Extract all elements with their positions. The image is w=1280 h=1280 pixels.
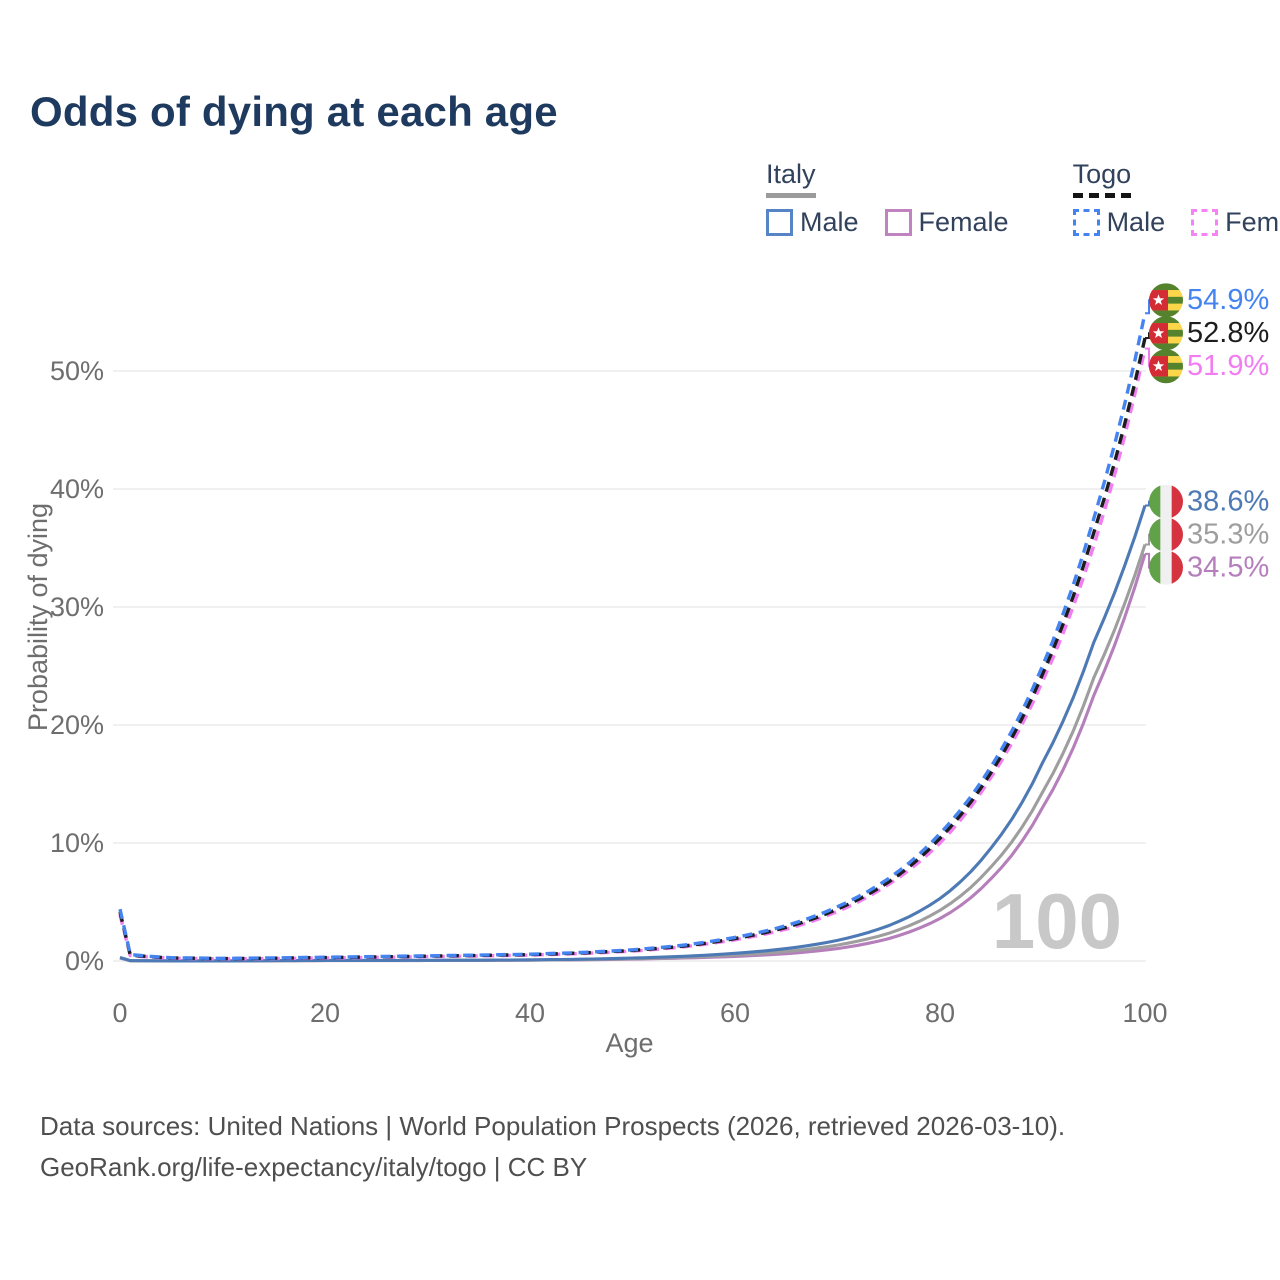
legend-label-italy-female: Female <box>918 206 1009 237</box>
watermark-age-label: 100 <box>992 877 1122 965</box>
legend-group-italy: Italy Male Female <box>766 159 1009 238</box>
x-axis-title: Age <box>605 1028 653 1058</box>
italy-female-swatch-icon <box>884 208 912 236</box>
legend-country-togo[interactable]: Togo <box>1072 159 1132 198</box>
x-tick-label: 40 <box>515 998 545 1028</box>
legend-country-italy[interactable]: Italy <box>766 159 816 198</box>
legend-label-togo-female: Female <box>1225 206 1280 237</box>
x-tick-label: 60 <box>720 998 750 1028</box>
legend-item-togo-female[interactable]: Female <box>1191 207 1280 238</box>
x-tick-label: 100 <box>1122 998 1167 1028</box>
togo-flag-icon <box>1149 283 1183 318</box>
end-label-togo_female: 51.9% <box>1187 350 1269 382</box>
footer-attribution: GeoRank.org/life-expectancy/italy/togo |… <box>40 1152 588 1182</box>
y-tick-label: 40% <box>50 474 104 504</box>
legend-item-italy-male[interactable]: Male <box>766 207 859 238</box>
series-line-italy_male[interactable] <box>119 505 1147 963</box>
legend-group-togo: Togo Male Female <box>1072 159 1280 238</box>
footer-data-sources: Data sources: United Nations | World Pop… <box>40 1111 1066 1141</box>
italy-male-swatch-icon <box>766 208 793 236</box>
end-label-togo_male: 54.9% <box>1187 284 1269 316</box>
togo-flag-icon <box>1149 316 1183 351</box>
y-tick-label: 50% <box>50 356 104 386</box>
page-title: Odds of dying at each age <box>30 88 558 135</box>
italy-flag-icon <box>1149 517 1183 552</box>
togo-male-swatch-icon <box>1072 208 1100 236</box>
y-tick-label: 30% <box>50 592 104 622</box>
x-tick-label: 0 <box>112 998 127 1028</box>
italy-flag-icon <box>1149 484 1183 519</box>
x-tick-label: 80 <box>925 998 955 1028</box>
legend-label-togo-male: Male <box>1106 206 1166 237</box>
series-line-togo_male[interactable] <box>118 312 1147 961</box>
footer: Data sources: United Nations | World Pop… <box>40 1106 1065 1188</box>
legend: Italy Male Female Togo Male <box>766 159 1280 238</box>
legend-item-togo-male[interactable]: Male <box>1072 206 1166 238</box>
italy-flag-icon <box>1149 550 1183 585</box>
y-tick-label: 0% <box>65 946 104 976</box>
togo-flag-icon <box>1149 349 1183 384</box>
legend-label-italy-male: Male <box>800 206 859 237</box>
end-label-togo_both: 52.8% <box>1187 317 1269 349</box>
togo-female-swatch-icon <box>1191 208 1219 236</box>
legend-items-togo: Male Female <box>1072 206 1280 238</box>
end-label-italy_female: 34.5% <box>1187 552 1269 584</box>
y-tick-label: 10% <box>50 828 104 858</box>
end-label-italy_male: 38.6% <box>1187 486 1269 518</box>
end-label-italy_both: 35.3% <box>1187 519 1269 551</box>
x-tick-label: 20 <box>310 998 340 1028</box>
legend-item-italy-female[interactable]: Female <box>884 206 1009 238</box>
legend-items-italy: Male Female <box>766 207 1009 238</box>
y-axis-title: Probability of dying <box>23 503 53 731</box>
y-tick-label: 20% <box>50 710 104 740</box>
